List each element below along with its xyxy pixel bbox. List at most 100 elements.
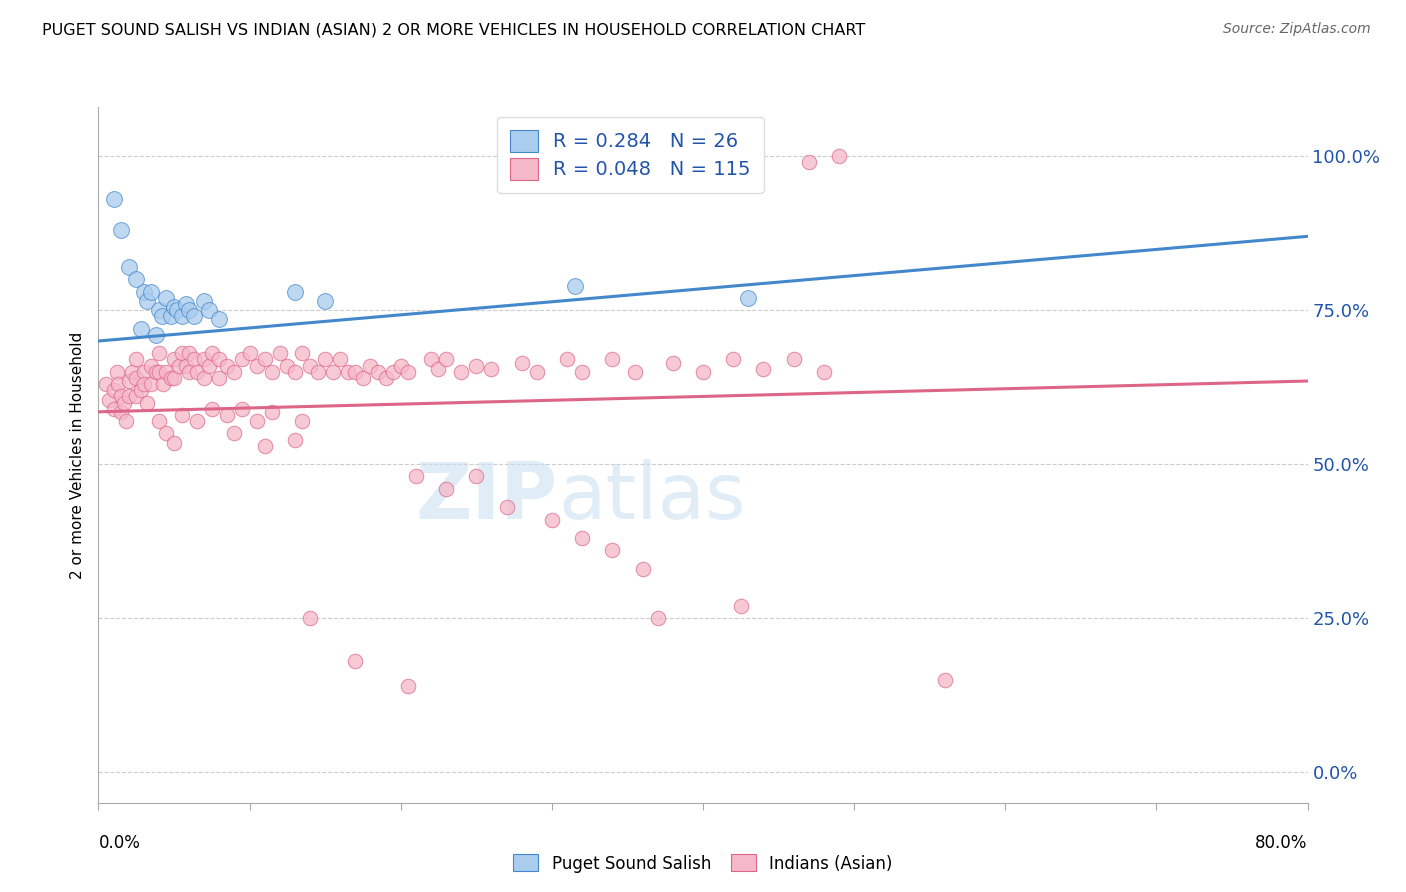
Point	[148, 414, 170, 428]
Point	[170, 408, 193, 422]
Point	[510, 355, 533, 369]
Point	[602, 543, 624, 558]
Point	[174, 359, 197, 373]
Text: PUGET SOUND SALISH VS INDIAN (ASIAN) 2 OR MORE VEHICLES IN HOUSEHOLD CORRELATION: PUGET SOUND SALISH VS INDIAN (ASIAN) 2 O…	[42, 22, 866, 37]
Point	[360, 359, 382, 373]
Point	[284, 433, 307, 447]
Point	[246, 414, 269, 428]
Point	[262, 365, 284, 379]
Point	[647, 611, 669, 625]
Point	[262, 405, 284, 419]
Point	[152, 377, 174, 392]
Text: 80.0%: 80.0%	[1256, 834, 1308, 852]
Point	[564, 278, 586, 293]
Point	[246, 359, 269, 373]
Point	[135, 395, 157, 409]
Point	[197, 359, 219, 373]
Point	[125, 371, 148, 385]
Point	[179, 365, 201, 379]
Point	[253, 439, 276, 453]
Point	[427, 361, 450, 376]
Point	[382, 365, 405, 379]
Point	[389, 359, 412, 373]
Point	[344, 365, 367, 379]
Point	[141, 377, 163, 392]
Point	[103, 401, 125, 416]
Point	[105, 365, 128, 379]
Point	[107, 377, 129, 392]
Point	[183, 352, 205, 367]
Point	[183, 310, 205, 324]
Point	[450, 365, 472, 379]
Point	[118, 260, 141, 274]
Point	[150, 310, 173, 324]
Point	[239, 346, 262, 360]
Text: Source: ZipAtlas.com: Source: ZipAtlas.com	[1223, 22, 1371, 37]
Point	[179, 303, 201, 318]
Point	[269, 346, 291, 360]
Point	[125, 352, 148, 367]
Point	[231, 401, 253, 416]
Legend: Puget Sound Salish, Indians (Asian): Puget Sound Salish, Indians (Asian)	[506, 847, 900, 880]
Point	[193, 371, 215, 385]
Point	[284, 285, 307, 299]
Point	[662, 355, 685, 369]
Point	[132, 365, 155, 379]
Point	[465, 359, 488, 373]
Text: atlas: atlas	[558, 458, 745, 534]
Point	[110, 405, 132, 419]
Point	[163, 352, 186, 367]
Point	[434, 482, 457, 496]
Point	[526, 365, 548, 379]
Point	[121, 365, 143, 379]
Point	[752, 361, 775, 376]
Point	[160, 371, 183, 385]
Point	[299, 611, 322, 625]
Point	[571, 365, 593, 379]
Point	[692, 365, 714, 379]
Legend: R = 0.284   N = 26, R = 0.048   N = 115: R = 0.284 N = 26, R = 0.048 N = 115	[496, 117, 765, 194]
Point	[167, 359, 190, 373]
Point	[103, 193, 125, 207]
Point	[465, 469, 488, 483]
Point	[291, 346, 314, 360]
Point	[145, 365, 167, 379]
Point	[783, 352, 806, 367]
Point	[284, 365, 307, 379]
Point	[148, 365, 170, 379]
Point	[624, 365, 647, 379]
Text: ZIP: ZIP	[416, 458, 558, 534]
Point	[224, 365, 246, 379]
Point	[163, 300, 186, 314]
Point	[336, 365, 359, 379]
Point	[118, 389, 141, 403]
Point	[481, 361, 503, 376]
Text: 0.0%: 0.0%	[98, 834, 141, 852]
Point	[828, 149, 851, 163]
Point	[555, 352, 578, 367]
Point	[155, 291, 177, 305]
Point	[374, 371, 396, 385]
Point	[571, 531, 593, 545]
Point	[186, 365, 208, 379]
Point	[197, 303, 219, 318]
Point	[170, 346, 193, 360]
Point	[110, 389, 132, 403]
Point	[934, 673, 956, 687]
Point	[602, 352, 624, 367]
Point	[186, 414, 208, 428]
Point	[208, 312, 231, 326]
Point	[129, 321, 152, 335]
Point	[155, 426, 177, 441]
Point	[135, 293, 157, 308]
Point	[141, 359, 163, 373]
Point	[103, 384, 125, 398]
Point	[193, 352, 215, 367]
Point	[163, 371, 186, 385]
Point	[145, 327, 167, 342]
Point	[541, 512, 564, 526]
Point	[166, 303, 188, 318]
Point	[737, 291, 759, 305]
Y-axis label: 2 or more Vehicles in Household: 2 or more Vehicles in Household	[70, 331, 86, 579]
Point	[201, 401, 224, 416]
